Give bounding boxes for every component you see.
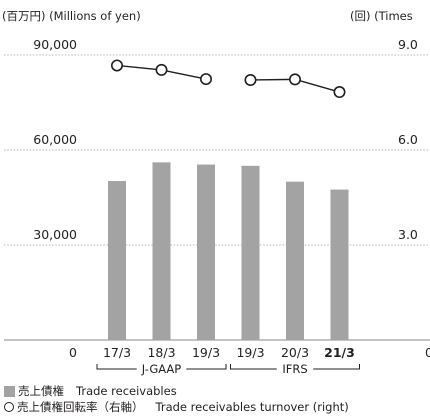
category-label: 21/3 <box>324 345 355 360</box>
legend-line-label-jp: 売上債権回転率（右軸） <box>17 400 144 414</box>
category-label: 17/3 <box>103 345 131 360</box>
legend-bar-swatch <box>4 385 15 397</box>
legend-bar-label-jp: 売上債権 <box>18 384 64 398</box>
legend-item-line: 売上債権回転率（右軸） Trade receivables turnover (… <box>4 400 349 414</box>
legend-bar-label-en: Trade receivables <box>76 384 177 398</box>
legend-item-bars: 売上債権 Trade receivables <box>4 384 177 398</box>
line-point <box>200 73 213 86</box>
right-tick-label: 6.0 <box>398 132 418 147</box>
legend-line-label-en: Trade receivables turnover (right) <box>155 400 349 414</box>
right-axis-unit: (回) (Times <box>350 9 413 23</box>
right-tick-label: 3.0 <box>398 227 418 242</box>
group-bracket-left <box>230 364 277 370</box>
gridlines <box>4 54 430 341</box>
category-label: 19/3 <box>236 345 264 360</box>
group-brackets: J-GAAP IFRS <box>96 362 360 376</box>
group-bracket-right <box>313 364 360 370</box>
bar <box>108 181 126 340</box>
category-label: 19/3 <box>192 345 220 360</box>
left-tick-label: 0 <box>69 345 77 360</box>
legend-circle-swatch <box>4 402 14 412</box>
line-point <box>244 74 257 87</box>
bar <box>286 181 304 340</box>
bar <box>152 162 171 340</box>
bar <box>241 165 260 340</box>
bar <box>197 164 215 340</box>
line-point <box>155 63 168 76</box>
category-label: 18/3 <box>147 345 175 360</box>
group-bracket-left <box>96 364 137 370</box>
line-point <box>333 86 346 99</box>
line-series <box>111 59 346 99</box>
left-axis-unit: (百万円) (Millions of yen) <box>2 9 141 23</box>
line-point <box>288 73 301 86</box>
bar <box>330 189 349 340</box>
group-label: J-GAAP <box>141 362 182 376</box>
left-tick-label: 90,000 <box>33 37 77 52</box>
right-tick-label: 0 <box>425 345 430 360</box>
group-bracket-right <box>186 364 227 370</box>
left-tick-label: 30,000 <box>33 227 77 242</box>
axis-labels: (百万円) (Millions of yen) (回) (Times 0 0 30,00… <box>2 9 430 360</box>
line-point <box>111 59 124 72</box>
right-tick-label: 9.0 <box>398 37 418 52</box>
category-label: 20/3 <box>281 345 309 360</box>
bar-series <box>108 162 349 340</box>
left-tick-label: 60,000 <box>33 132 77 147</box>
group-label: IFRS <box>282 362 307 376</box>
